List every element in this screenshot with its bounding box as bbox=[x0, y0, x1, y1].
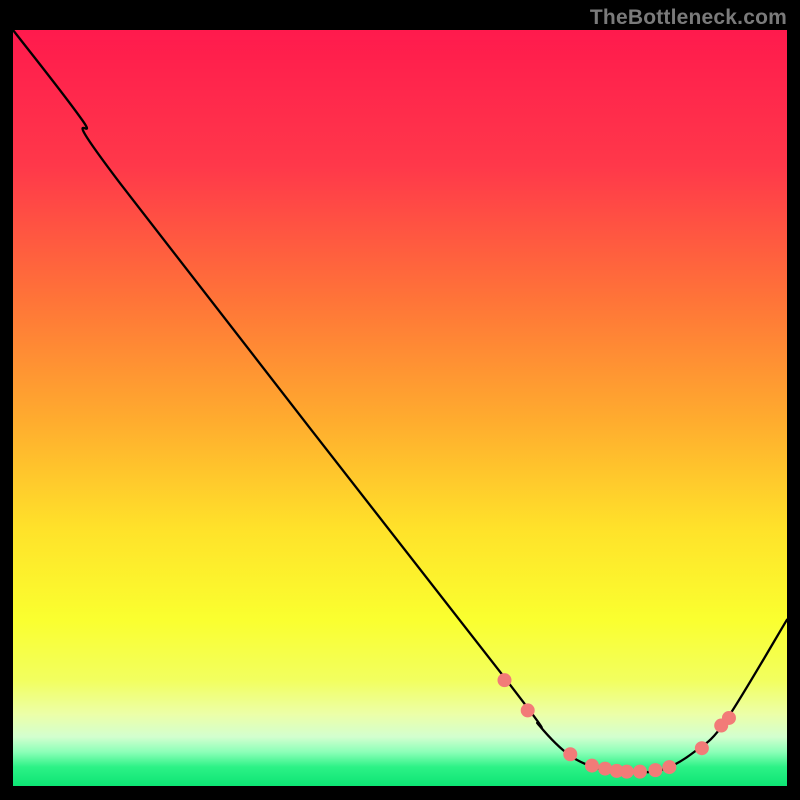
watermark-text: TheBottleneck.com bbox=[590, 6, 787, 30]
bottleneck-curve-chart bbox=[0, 0, 800, 800]
curve-marker bbox=[620, 765, 633, 778]
curve-marker bbox=[599, 762, 612, 775]
curve-marker bbox=[695, 742, 708, 755]
curve-marker bbox=[498, 674, 511, 687]
curve-marker bbox=[585, 759, 598, 772]
chart-background bbox=[13, 30, 787, 786]
curve-marker bbox=[663, 761, 676, 774]
chart-container: TheBottleneck.com bbox=[0, 0, 800, 800]
curve-marker bbox=[564, 748, 577, 761]
curve-marker bbox=[722, 711, 735, 724]
curve-marker bbox=[521, 704, 534, 717]
curve-marker bbox=[633, 765, 646, 778]
curve-marker bbox=[649, 764, 662, 777]
